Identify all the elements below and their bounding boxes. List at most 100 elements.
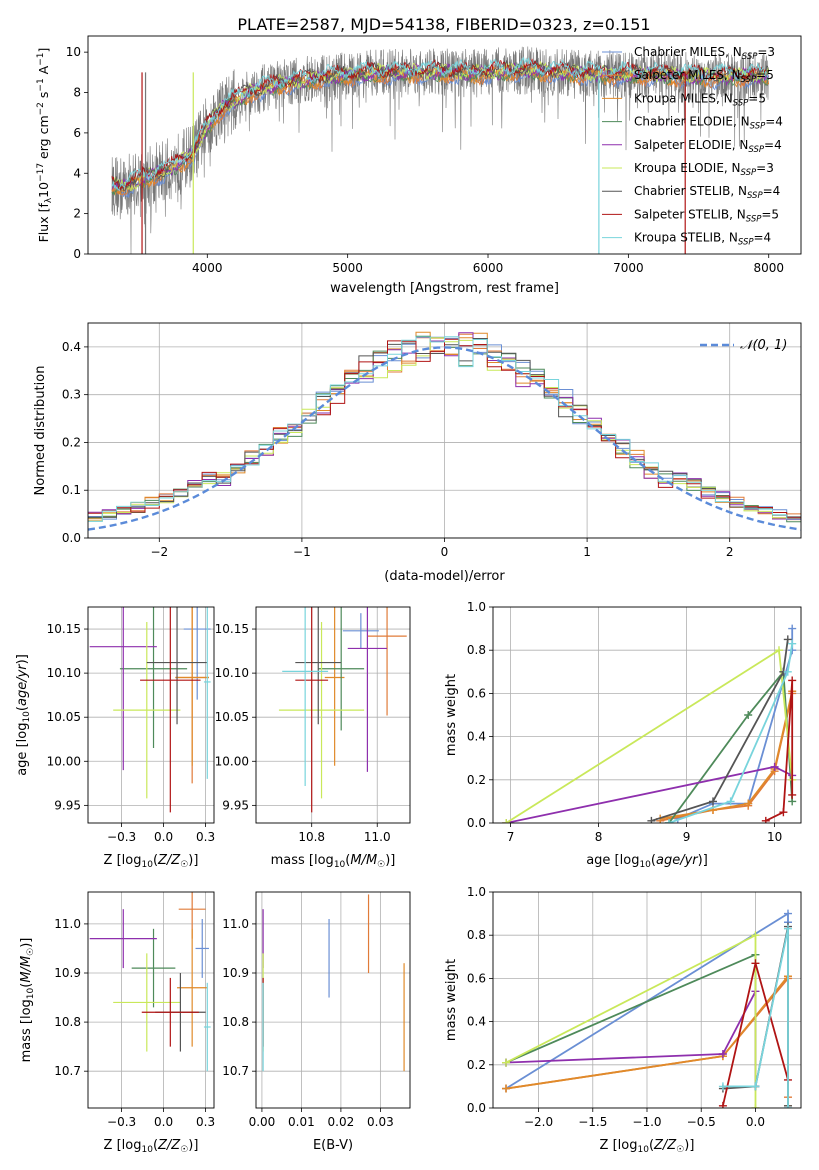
spectrum-plot-area <box>111 46 770 254</box>
y-axis-label: mass weight <box>444 959 459 1041</box>
weight-marker <box>751 1082 760 1091</box>
weight-line-salpeter-elodie <box>505 990 757 1087</box>
x-tick-label: 0.0 <box>746 1115 765 1129</box>
weight-marker <box>783 924 792 933</box>
x-axis-label: age [log10(age/yr)] <box>586 853 708 870</box>
model-kroupa-stelib <box>111 56 769 191</box>
weight-marker <box>783 909 792 918</box>
legend-label: Salpeter MILES, NSSP=5 <box>634 68 774 85</box>
y-tick-label: 0.0 <box>467 816 486 830</box>
weight-line-kroupa-miles <box>660 691 794 820</box>
histogram-salpeter-stelib <box>88 338 801 519</box>
legend-label: 𝒩(0, 1) <box>740 338 787 353</box>
y-tick-label: 0.4 <box>62 340 81 354</box>
weight-line-chabrier-stelib <box>651 639 789 822</box>
x-axis-label: mass [log10(M/M☉)] <box>271 853 396 870</box>
x-tick-label: 0.3 <box>196 830 215 844</box>
legend-label: Chabrier MILES, NSSP=3 <box>634 45 775 62</box>
y-tick-label: 10.00 <box>47 754 81 768</box>
weight-marker <box>665 819 673 823</box>
y-tick-label: 9.95 <box>54 798 81 812</box>
mass_vs_Z-plot-area <box>88 892 214 1108</box>
weight-marker <box>718 1050 727 1058</box>
x-tick-label: 8 <box>595 830 603 844</box>
y-tick-label: 9.95 <box>222 798 249 812</box>
weight-marker <box>647 816 656 823</box>
legend-label: Salpeter ELODIE, NSSP=4 <box>634 138 782 155</box>
weight-marker <box>744 711 753 719</box>
x-tick-label: 0.00 <box>249 1115 276 1129</box>
axes-frame <box>87 891 215 1109</box>
gaussian-curve <box>88 346 801 531</box>
y-tick-label: 0.8 <box>467 928 486 942</box>
weight-marker <box>502 819 511 823</box>
axes-frame <box>87 35 802 255</box>
weight-marker <box>788 624 797 633</box>
weight-marker <box>751 959 760 968</box>
x-tick-label: 2 <box>726 545 734 559</box>
x-tick-label: 10 <box>767 830 782 844</box>
x-tick-label: −1.5 <box>578 1115 607 1129</box>
weight-line-kroupa-stelib <box>668 643 794 823</box>
weight-marker <box>788 639 797 648</box>
weight-marker <box>718 1101 727 1108</box>
x-axis-label: wavelength [Angstrom, rest frame] <box>330 281 559 296</box>
weight-marker <box>502 1084 511 1093</box>
x-tick-label: −0.5 <box>687 1115 716 1129</box>
weight-marker <box>502 1058 511 1067</box>
y-tick-label: 10.10 <box>215 666 249 680</box>
x-axis-label: Z [log10(Z/Z☉)] <box>600 1138 695 1155</box>
y-tick-label: 10.8 <box>54 1015 81 1029</box>
y-tick-label: 0.4 <box>467 730 486 744</box>
y-tick-label: 8 <box>73 86 81 100</box>
weight-marker <box>775 646 783 655</box>
weight-line-chabrier-elodie <box>505 953 757 1087</box>
legend-label: Kroupa STELIB, NSSP=4 <box>634 231 771 248</box>
mass_weight_vs_Z-plot-area <box>493 892 801 1108</box>
x-tick-label: 7 <box>507 830 515 844</box>
y-tick-label: 10.7 <box>54 1064 81 1078</box>
y-axis-label: age [log10(age/yr)] <box>15 654 32 776</box>
y-tick-label: 1.0 <box>467 885 486 899</box>
x-tick-label: 0.0 <box>154 1115 173 1129</box>
weight-marker <box>751 931 760 940</box>
y-tick-label: 10.15 <box>47 622 81 636</box>
y-tick-label: 0.1 <box>62 483 81 497</box>
x-axis-label: E(B-V) <box>313 1138 353 1153</box>
y-tick-label: 10.00 <box>215 754 249 768</box>
x-tick-label: 0.01 <box>288 1115 315 1129</box>
y-tick-label: 0 <box>73 247 81 261</box>
x-tick-label: 11.0 <box>364 830 391 844</box>
x-axis-label: Z [log10(Z/Z☉)] <box>104 1138 199 1155</box>
legend-label: Chabrier ELODIE, NSSP=4 <box>634 115 783 132</box>
x-tick-label: 4000 <box>192 261 223 275</box>
y-tick-label: 11.0 <box>54 917 81 931</box>
x-tick-label: 1 <box>583 545 591 559</box>
figure-title: PLATE=2587, MJD=54138, FIBERID=0323, z=0… <box>237 15 650 34</box>
weight-marker <box>783 667 792 676</box>
weight-line-salpeter-stelib <box>765 680 794 822</box>
x-tick-label: 0.03 <box>367 1115 394 1129</box>
mass_vs_ebv-plot-area <box>256 892 410 1108</box>
x-tick-label: 10.8 <box>298 830 325 844</box>
weight-marker <box>783 635 792 644</box>
weight-marker <box>709 797 717 806</box>
legend-label: Kroupa ELODIE, NSSP=3 <box>634 161 774 178</box>
x-tick-label: 0.3 <box>196 1115 215 1129</box>
residuals-plot-area <box>88 323 801 538</box>
weight-marker <box>726 797 735 806</box>
weight-marker <box>779 808 788 817</box>
weight-marker <box>770 762 779 771</box>
age_vs_Z-plot-area <box>88 607 214 823</box>
axes-frame <box>492 606 802 824</box>
y-tick-label: 10.05 <box>47 710 81 724</box>
y-tick-label: 0.4 <box>467 1015 486 1029</box>
axes-frame <box>87 322 802 539</box>
y-tick-label: 0.0 <box>467 1101 486 1115</box>
y-tick-label: 0.6 <box>467 971 486 985</box>
y-axis-label: Normed distribution <box>33 366 48 496</box>
axes-frame <box>255 606 411 824</box>
y-axis-label: Flux [fλ10−17 erg cm−2 s−1 A−1] <box>36 48 54 243</box>
x-tick-label: 5000 <box>332 261 363 275</box>
